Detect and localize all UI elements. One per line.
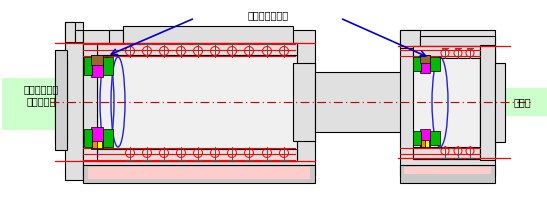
Bar: [65, 22, 75, 42]
Bar: [421, 140, 425, 147]
Bar: [293, 63, 315, 141]
Bar: [83, 43, 97, 161]
Bar: [2, 78, 80, 130]
Bar: [400, 30, 495, 175]
Bar: [420, 129, 430, 147]
Bar: [103, 57, 113, 75]
Bar: [84, 129, 92, 147]
Bar: [413, 147, 480, 159]
Bar: [413, 46, 480, 58]
Bar: [97, 43, 297, 161]
Bar: [420, 36, 495, 48]
Bar: [430, 131, 440, 145]
Bar: [88, 174, 310, 179]
Bar: [75, 30, 83, 42]
Bar: [425, 140, 429, 147]
Bar: [55, 50, 67, 150]
Bar: [413, 57, 421, 71]
Bar: [55, 60, 67, 140]
Bar: [480, 50, 495, 155]
Bar: [97, 43, 297, 55]
Bar: [123, 26, 293, 43]
Bar: [495, 63, 505, 142]
Bar: [97, 149, 297, 161]
Bar: [430, 57, 440, 71]
Bar: [83, 30, 315, 175]
Bar: [315, 72, 415, 132]
Bar: [480, 45, 495, 160]
Bar: [91, 55, 103, 77]
Bar: [91, 127, 103, 149]
Bar: [91, 55, 103, 65]
Text: 【ここに適用】: 【ここに適用】: [247, 10, 289, 20]
Bar: [497, 88, 547, 116]
Bar: [400, 165, 495, 183]
Bar: [92, 141, 97, 148]
Text: リア側: リア側: [513, 97, 531, 107]
Bar: [404, 167, 491, 174]
Bar: [413, 46, 480, 159]
Bar: [83, 165, 315, 183]
Bar: [420, 55, 430, 63]
Bar: [103, 129, 113, 147]
Bar: [109, 30, 123, 43]
Bar: [413, 131, 421, 145]
Bar: [65, 22, 83, 180]
Bar: [97, 141, 102, 148]
Text: 主軸フロント
（工具）側: 主軸フロント （工具）側: [24, 84, 59, 106]
Bar: [400, 30, 420, 48]
Bar: [88, 167, 310, 174]
Bar: [420, 55, 430, 73]
Bar: [84, 57, 92, 75]
